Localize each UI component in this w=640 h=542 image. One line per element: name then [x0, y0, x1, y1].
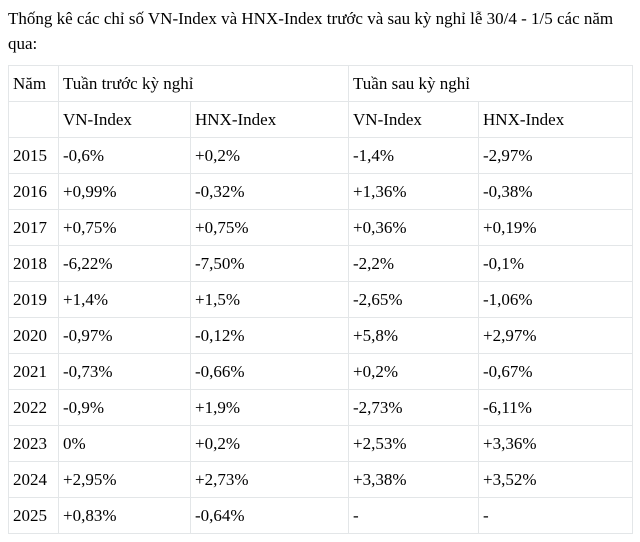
value-cell: -0,64%	[189, 497, 350, 534]
value-cell: -0,97%	[58, 317, 191, 354]
value-cell: 0%	[58, 425, 191, 462]
value-cell: -0,12%	[189, 317, 350, 354]
header-row-indices: VN-Index HNX-Index VN-Index HNX-Index	[8, 101, 634, 138]
value-cell: +3,36%	[478, 425, 634, 462]
value-cell: -0,66%	[189, 353, 350, 390]
value-cell: -7,50%	[189, 245, 350, 282]
table-row: 2024 +2,95% +2,73% +3,38% +3,52%	[8, 461, 634, 498]
table-row: 2018 -6,22% -7,50% -2,2% -0,1%	[8, 245, 634, 282]
value-cell: +0,75%	[58, 209, 191, 246]
table-row: 2023 0% +0,2% +2,53% +3,36%	[8, 425, 634, 462]
year-cell: 2023	[8, 425, 59, 462]
value-cell: +0,99%	[58, 173, 191, 210]
value-cell: -2,2%	[348, 245, 480, 282]
value-cell: +0,75%	[189, 209, 350, 246]
value-cell: -0,32%	[189, 173, 350, 210]
table-row: 2015 -0,6% +0,2% -1,4% -2,97%	[8, 137, 634, 174]
table-row: 2021 -0,73% -0,66% +0,2% -0,67%	[8, 353, 634, 390]
value-cell: +0,83%	[58, 497, 191, 534]
header-year: Năm	[8, 65, 59, 102]
value-cell: -6,22%	[58, 245, 191, 282]
year-cell: 2018	[8, 245, 59, 282]
value-cell: +2,73%	[189, 461, 350, 498]
year-cell: 2015	[8, 137, 59, 174]
table-row: 2017 +0,75% +0,75% +0,36% +0,19%	[8, 209, 634, 246]
value-cell: -2,97%	[478, 137, 634, 174]
value-cell: -0,38%	[478, 173, 634, 210]
value-cell: +1,9%	[189, 389, 350, 426]
value-cell: +1,4%	[58, 281, 191, 318]
value-cell: +3,38%	[348, 461, 480, 498]
year-cell: 2024	[8, 461, 59, 498]
value-cell: +0,2%	[189, 137, 350, 174]
header-hnxindex-before: HNX-Index	[189, 101, 350, 138]
year-cell: 2016	[8, 173, 59, 210]
header-row-groups: Năm Tuần trước kỳ nghỉ Tuần sau kỳ nghỉ	[8, 65, 634, 102]
table-row: 2019 +1,4% +1,5% -2,65% -1,06%	[8, 281, 634, 318]
table-row: 2020 -0,97% -0,12% +5,8% +2,97%	[8, 317, 634, 354]
value-cell: +0,2%	[189, 425, 350, 462]
value-cell: +3,52%	[478, 461, 634, 498]
value-cell: +0,19%	[478, 209, 634, 246]
value-cell: -2,65%	[348, 281, 480, 318]
header-vnindex-after: VN-Index	[348, 101, 480, 138]
table-caption: Thống kê các chỉ số VN-Index và HNX-Inde…	[8, 9, 614, 53]
value-cell: -0,6%	[58, 137, 191, 174]
header-empty-cell	[8, 101, 59, 138]
value-cell: -	[348, 497, 480, 534]
table-row: 2016 +0,99% -0,32% +1,36% -0,38%	[8, 173, 634, 210]
index-stats-table: Năm Tuần trước kỳ nghỉ Tuần sau kỳ nghỉ …	[8, 65, 634, 534]
value-cell: +2,53%	[348, 425, 480, 462]
value-cell: -1,4%	[348, 137, 480, 174]
year-cell: 2021	[8, 353, 59, 390]
value-cell: -0,67%	[478, 353, 634, 390]
table-row: 2025 +0,83% -0,64% - -	[8, 497, 634, 534]
year-cell: 2020	[8, 317, 59, 354]
value-cell: +2,95%	[58, 461, 191, 498]
year-cell: 2022	[8, 389, 59, 426]
value-cell: +1,5%	[189, 281, 350, 318]
table-body: 2015 -0,6% +0,2% -1,4% -2,97% 2016 +0,99% -0,32…	[8, 137, 634, 534]
header-vnindex-before: VN-Index	[58, 101, 191, 138]
header-hnxindex-after: HNX-Index	[478, 101, 634, 138]
value-cell: -2,73%	[348, 389, 480, 426]
value-cell: +1,36%	[348, 173, 480, 210]
value-cell: -6,11%	[478, 389, 634, 426]
value-cell: +2,97%	[478, 317, 634, 354]
header-week-after-holiday: Tuần sau kỳ nghỉ	[348, 65, 634, 102]
value-cell: -0,1%	[478, 245, 634, 282]
year-cell: 2017	[8, 209, 59, 246]
value-cell: +0,2%	[348, 353, 480, 390]
value-cell: -0,73%	[58, 353, 191, 390]
value-cell: -0,9%	[58, 389, 191, 426]
header-week-before-holiday: Tuần trước kỳ nghỉ	[57, 65, 350, 102]
value-cell: +5,8%	[348, 317, 480, 354]
value-cell: -1,06%	[478, 281, 634, 318]
table-row: 2022 -0,9% +1,9% -2,73% -6,11%	[8, 389, 634, 426]
value-cell: -	[478, 497, 634, 534]
year-cell: 2025	[8, 497, 59, 534]
year-cell: 2019	[8, 281, 59, 318]
value-cell: +0,36%	[348, 209, 480, 246]
